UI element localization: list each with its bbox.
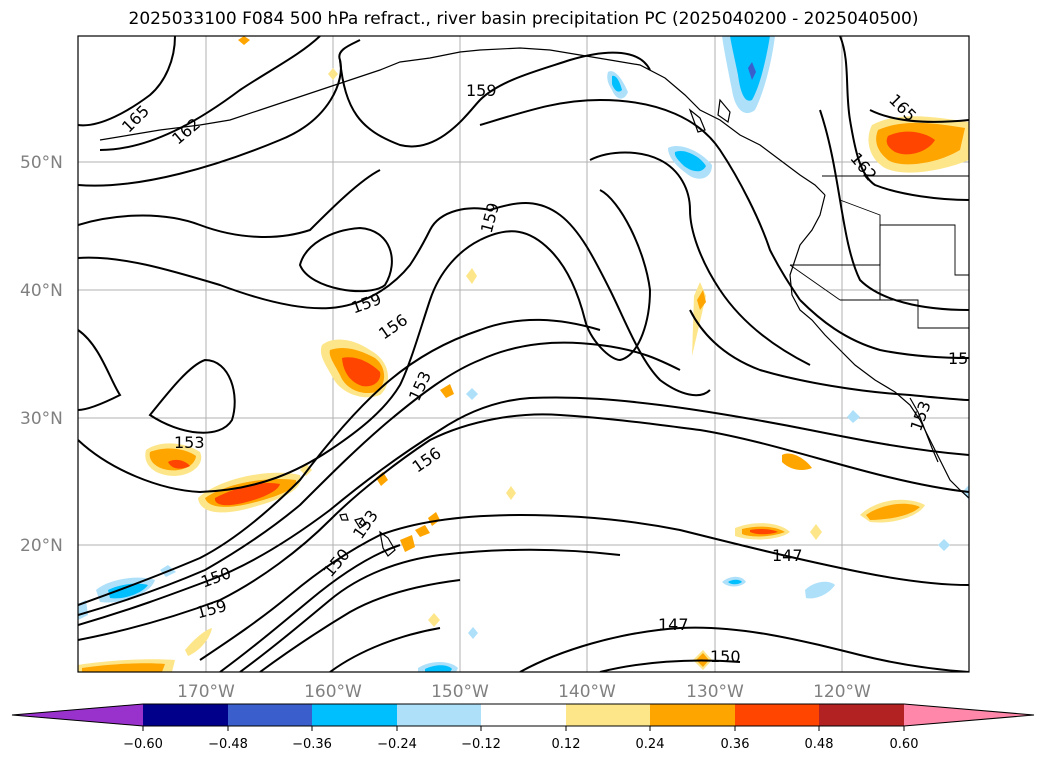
colorbar-segment	[566, 704, 650, 726]
colorbar-tick-label: −0.24	[377, 737, 417, 752]
colorbar-tick-label: 0.60	[890, 737, 919, 752]
colorbar-segment	[481, 704, 566, 726]
borders	[789, 175, 969, 329]
colorbar-segment	[228, 704, 312, 726]
colorbar-tick-label: 0.48	[805, 737, 834, 752]
precip-shading	[78, 36, 969, 672]
height-contours	[78, 36, 969, 672]
colorbar-segment	[735, 704, 819, 726]
colorbar-segment	[650, 704, 735, 726]
colorbar-segment	[397, 704, 481, 726]
colorbar-segment	[312, 704, 397, 726]
colorbar-tick-label: −0.12	[461, 737, 501, 752]
colorbar-segment	[12, 704, 143, 726]
contour-label: 150	[710, 647, 741, 666]
lat-label: 50°N	[20, 153, 63, 173]
lon-label: 130°W	[686, 682, 744, 702]
colorbar-tick-label: −0.60	[123, 737, 163, 752]
lat-label: 30°N	[20, 409, 63, 429]
colorbar-segment	[904, 704, 1034, 726]
colorbar: −0.60 −0.48 −0.36 −0.24 −0.12 0.12 0.24 …	[11, 703, 1035, 752]
colorbar-tick-label: 0.36	[721, 737, 750, 752]
lon-label: 160°W	[304, 682, 362, 702]
contour-label: 147	[658, 615, 689, 634]
colorbar-segment	[819, 704, 904, 726]
lat-label: 20°N	[20, 536, 63, 556]
plot-frame	[77, 35, 970, 673]
lon-label: 150°W	[431, 682, 489, 702]
lon-label: 120°W	[813, 682, 871, 702]
lon-label: 140°W	[558, 682, 616, 702]
plot-area	[78, 36, 969, 672]
map-title: 2025033100 F084 500 hPa refract., river …	[128, 9, 919, 29]
colorbar-tick-label: 0.12	[552, 737, 581, 752]
lat-label: 40°N	[20, 281, 63, 301]
lon-labels: 170°W 160°W 150°W 140°W 130°W 120°W	[177, 682, 871, 702]
colorbar-ticks	[142, 726, 905, 731]
contour-label: 159	[466, 81, 497, 100]
colorbar-segment	[143, 704, 228, 726]
contour-label: 147	[772, 546, 803, 565]
colorbar-tick-label: −0.48	[208, 737, 248, 752]
lon-label: 170°W	[177, 682, 235, 702]
contour-label: 153	[174, 433, 205, 452]
colorbar-tick-label: 0.24	[636, 737, 665, 752]
lat-labels: 50°N 40°N 30°N 20°N	[20, 153, 63, 556]
contour-label: 15	[948, 349, 968, 368]
colorbar-tick-label: −0.36	[292, 737, 332, 752]
